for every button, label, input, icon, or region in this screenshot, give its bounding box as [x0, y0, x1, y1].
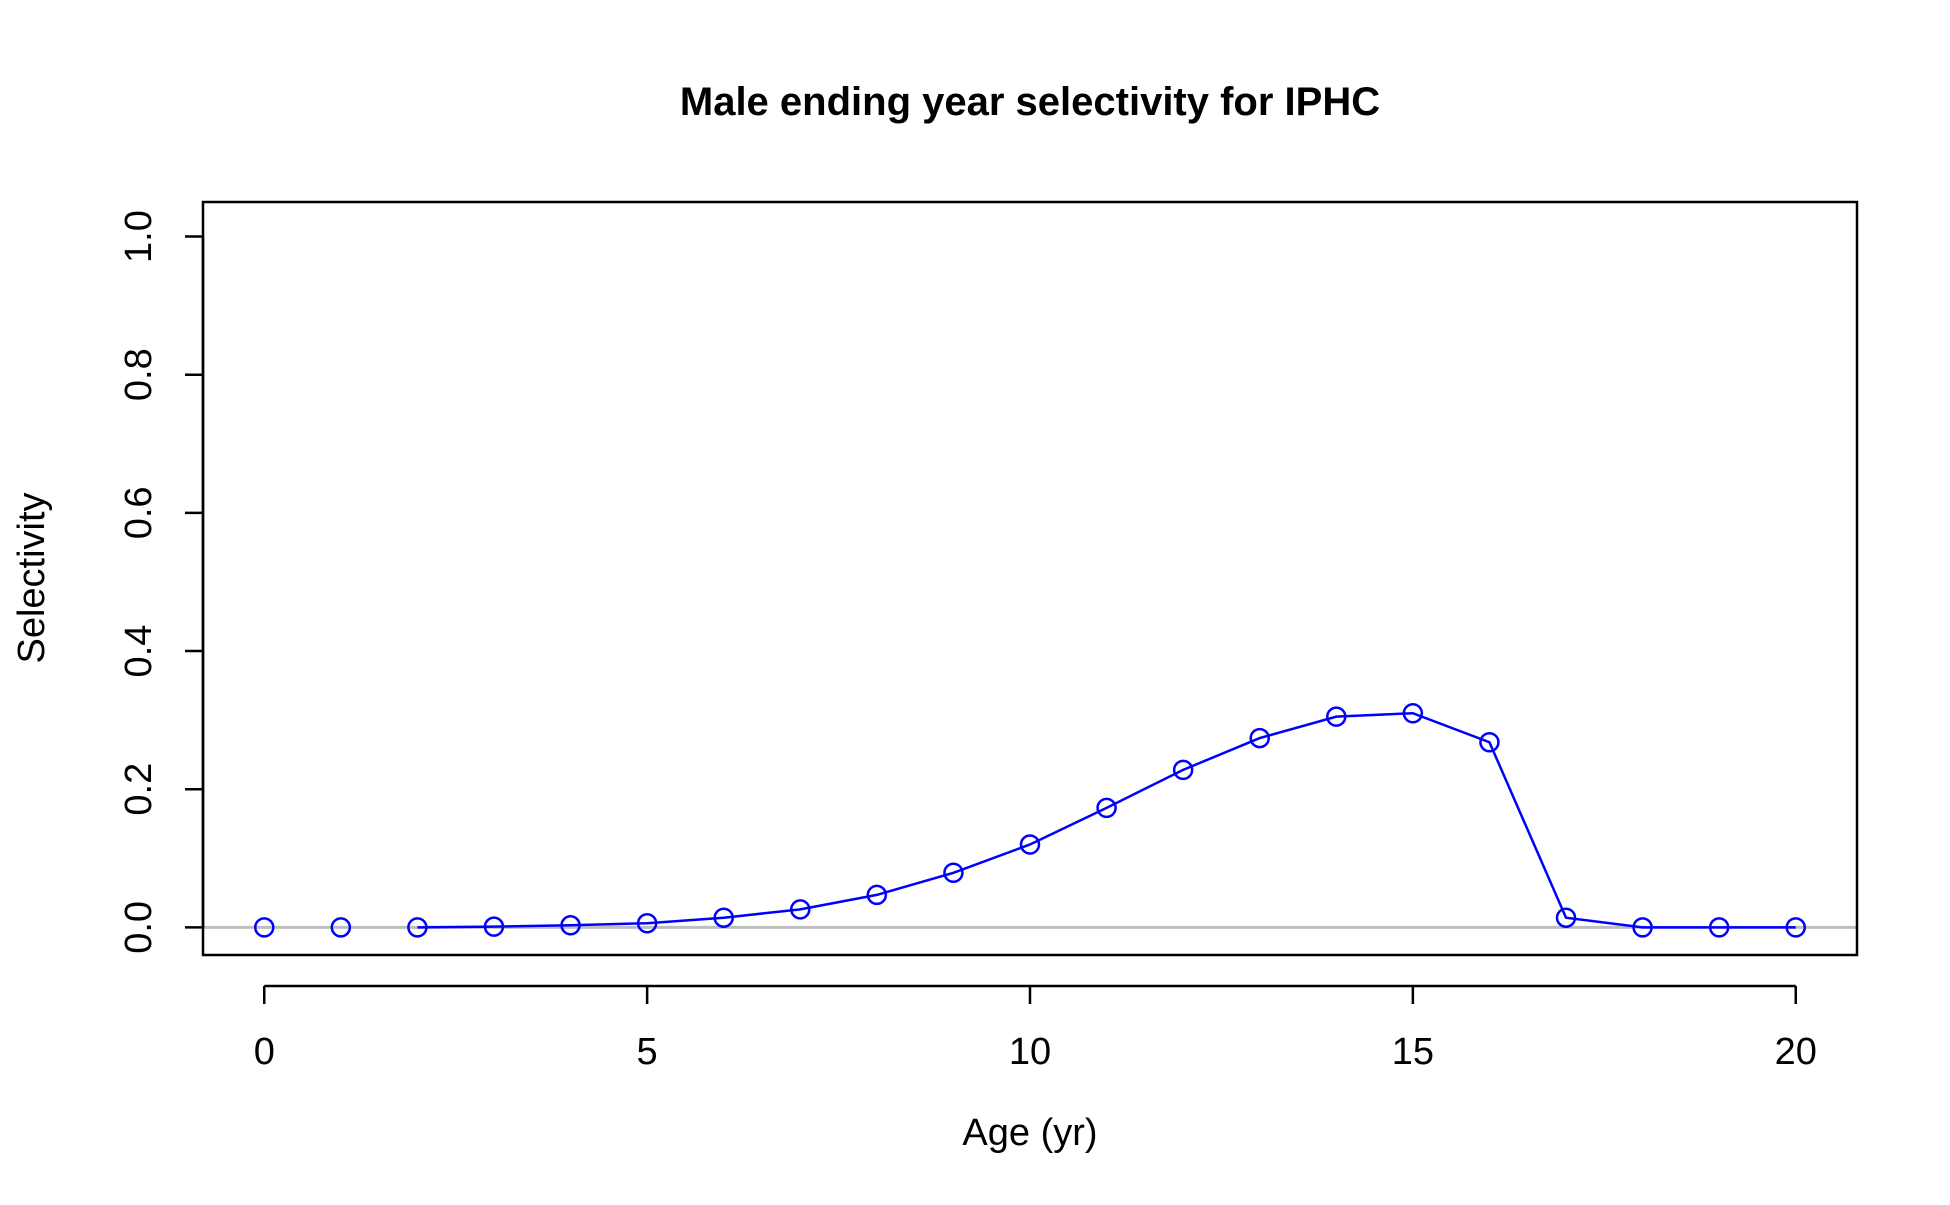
x-tick-label: 20	[1775, 1031, 1817, 1073]
data-point	[1096, 797, 1117, 819]
data-point	[560, 915, 581, 936]
data-point	[1785, 917, 1806, 938]
x-tick-label: 15	[1392, 1031, 1434, 1073]
x-tick-label: 0	[254, 1031, 275, 1073]
x-axis-label: Age (yr)	[962, 1112, 1097, 1154]
data-point	[1402, 702, 1424, 724]
data-point	[1555, 907, 1577, 928]
y-axis-label: Selectivity	[11, 492, 53, 663]
data-point	[1326, 706, 1347, 727]
y-tick-label: 0.8	[118, 348, 160, 401]
data-point	[1479, 731, 1500, 753]
data-point	[636, 912, 658, 934]
data-point	[1632, 917, 1653, 938]
plot-layer: 0 5 10 15 20 0.0 0.2 0.4 0.6 0.8 1.0	[118, 200, 1859, 1073]
y-tick-label: 0.4	[118, 625, 160, 678]
data-point	[330, 917, 352, 938]
y-tick-label: 0.6	[118, 486, 160, 539]
data-point	[1249, 727, 1270, 749]
series-line	[417, 711, 1796, 929]
data-point	[254, 917, 275, 938]
data-point	[483, 916, 505, 937]
x-tick-label: 5	[637, 1031, 658, 1073]
data-point	[1172, 759, 1194, 781]
data-point	[790, 899, 811, 920]
y-tick-label: 0.2	[118, 763, 160, 816]
data-point	[943, 862, 964, 884]
data-point	[1708, 917, 1730, 938]
data-point	[407, 917, 428, 938]
chart-title: Male ending year selectivity for IPHC	[680, 80, 1380, 124]
data-point	[713, 907, 734, 928]
data-point	[866, 884, 888, 906]
y-tick-label: 0.0	[118, 901, 160, 954]
data-point	[1019, 834, 1041, 855]
x-tick-label: 10	[1009, 1031, 1051, 1073]
plot-frame	[201, 200, 1859, 957]
y-tick-label: 1.0	[118, 210, 160, 263]
